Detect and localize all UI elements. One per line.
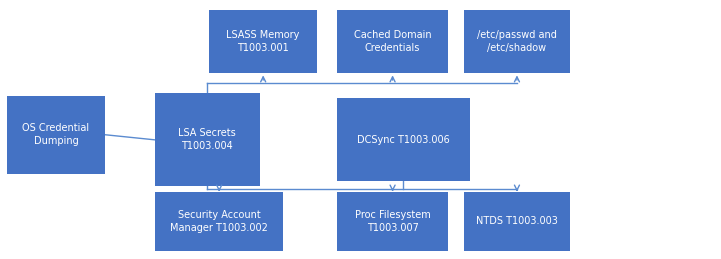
Text: DCSync T1003.006: DCSync T1003.006 <box>357 135 450 145</box>
Text: LSASS Memory
T1003.001: LSASS Memory T1003.001 <box>226 30 300 53</box>
FancyBboxPatch shape <box>337 98 470 181</box>
FancyBboxPatch shape <box>337 10 448 73</box>
Text: Proc Filesystem
T1003.007: Proc Filesystem T1003.007 <box>355 210 430 233</box>
FancyBboxPatch shape <box>155 192 283 251</box>
FancyBboxPatch shape <box>337 192 448 251</box>
Text: /etc/passwd and
/etc/shadow: /etc/passwd and /etc/shadow <box>477 30 557 53</box>
FancyBboxPatch shape <box>155 93 260 186</box>
FancyBboxPatch shape <box>464 192 570 251</box>
Text: Cached Domain
Credentials: Cached Domain Credentials <box>354 30 431 53</box>
Text: NTDS T1003.003: NTDS T1003.003 <box>476 217 558 226</box>
Text: OS Credential
Dumping: OS Credential Dumping <box>22 123 89 146</box>
Text: Security Account
Manager T1003.002: Security Account Manager T1003.002 <box>170 210 268 233</box>
FancyBboxPatch shape <box>464 10 570 73</box>
Text: LSA Secrets
T1003.004: LSA Secrets T1003.004 <box>178 128 236 152</box>
FancyBboxPatch shape <box>209 10 317 73</box>
FancyBboxPatch shape <box>7 96 105 174</box>
